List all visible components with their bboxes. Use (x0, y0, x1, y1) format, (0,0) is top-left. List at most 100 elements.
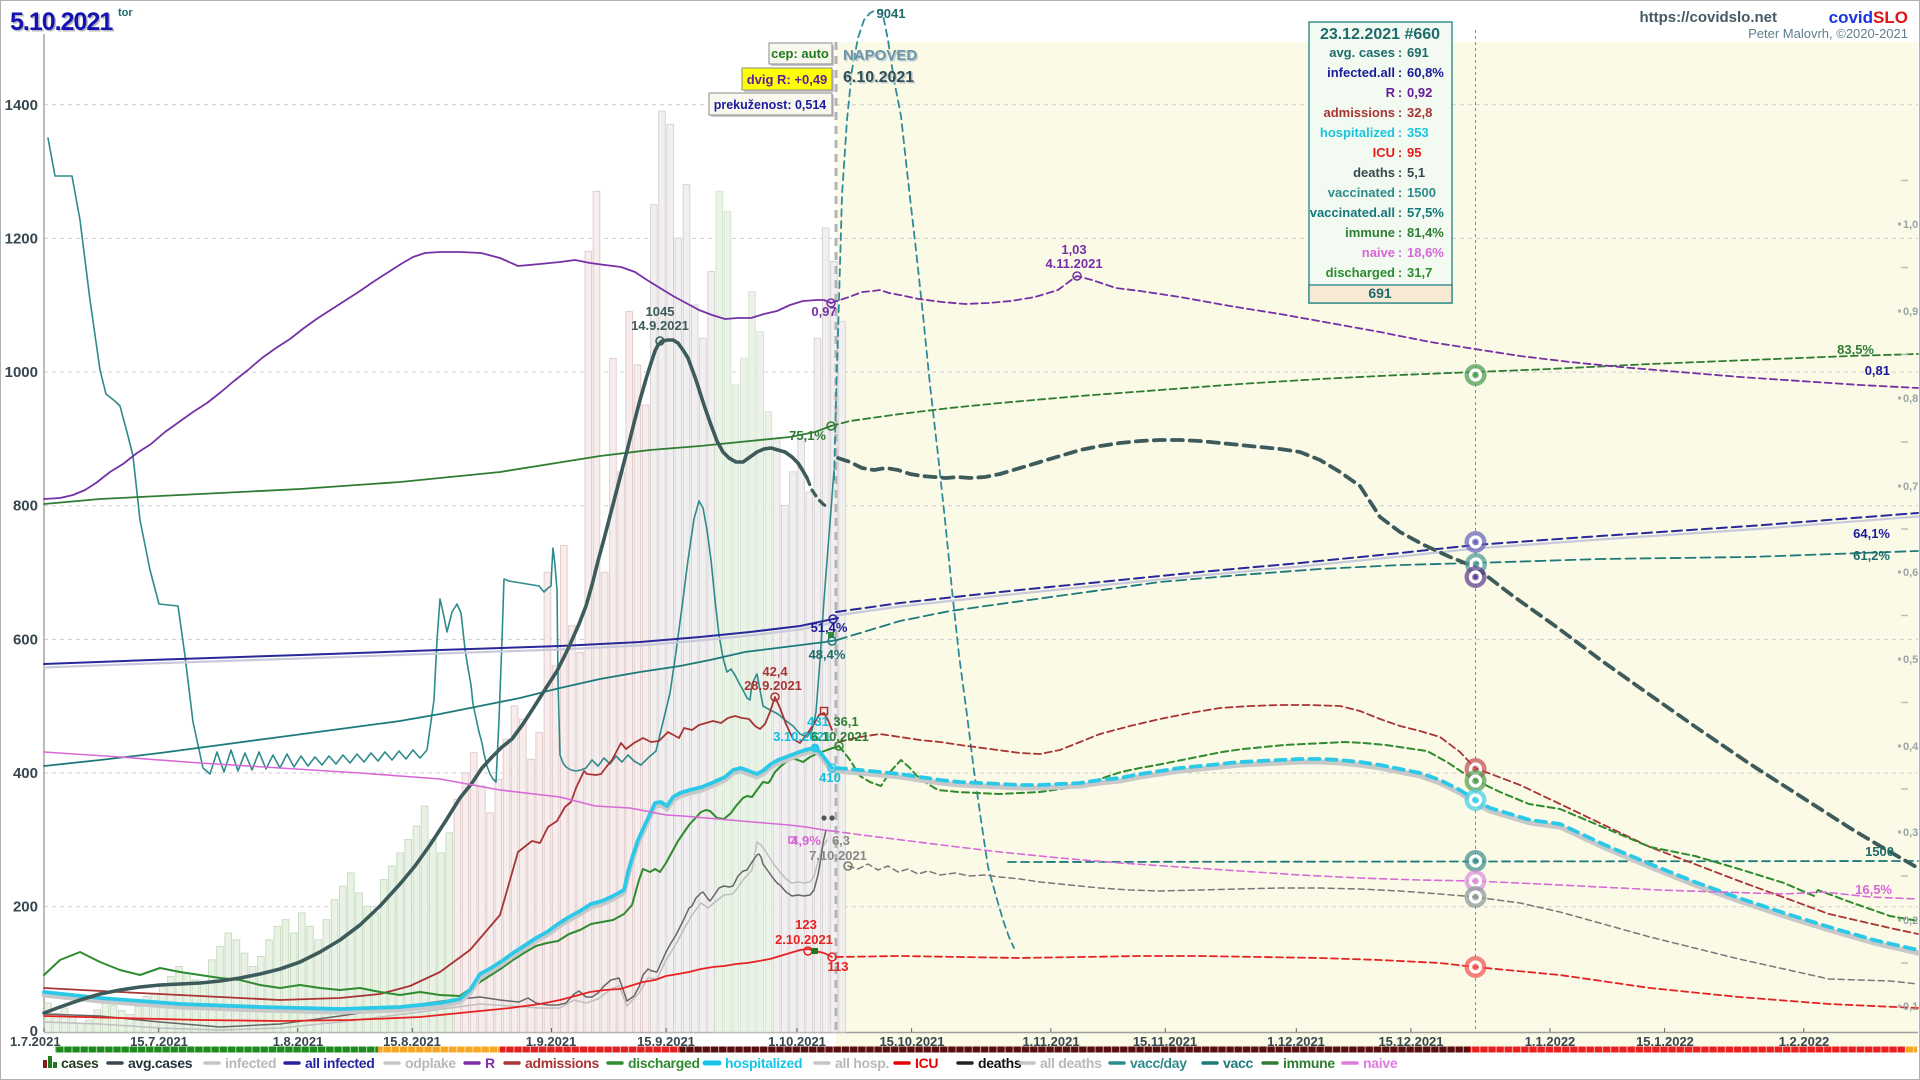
svg-text:57,5%: 57,5% (1407, 205, 1444, 220)
svg-text:vacc: vacc (1223, 1055, 1253, 1071)
svg-text:immune: immune (1345, 225, 1395, 240)
svg-text:dvig R: +0,49: dvig R: +0,49 (747, 72, 828, 87)
svg-text:NAPOVED: NAPOVED (843, 47, 917, 64)
svg-text:1500: 1500 (1865, 844, 1894, 859)
svg-text::: : (1398, 125, 1402, 140)
svg-text:61,2%: 61,2% (1853, 548, 1890, 563)
svg-text:vaccinated.all: vaccinated.all (1310, 205, 1395, 220)
svg-text:28.9.2021: 28.9.2021 (744, 678, 802, 693)
svg-text:6.10.2021: 6.10.2021 (845, 71, 916, 88)
svg-text:600: 600 (13, 631, 38, 648)
svg-text:95: 95 (1407, 145, 1421, 160)
svg-text:9041: 9041 (877, 6, 906, 21)
svg-text::: : (1398, 145, 1402, 160)
svg-text:0,8: 0,8 (1903, 393, 1918, 405)
svg-text:48,4%: 48,4% (809, 647, 846, 662)
svg-text:400: 400 (13, 765, 38, 782)
svg-text:R: R (1386, 85, 1396, 100)
svg-text:0,6: 0,6 (1903, 567, 1918, 579)
svg-text:123: 123 (795, 917, 817, 932)
svg-text::: : (1398, 45, 1402, 60)
svg-text:5.10.2021: 5.10.2021 (12, 10, 115, 38)
svg-text:14.9.2021: 14.9.2021 (631, 318, 689, 333)
svg-text:hospitalized: hospitalized (725, 1055, 802, 1071)
svg-text:1.9.2021: 1.9.2021 (526, 1034, 577, 1049)
svg-text::: : (1398, 105, 1402, 120)
svg-text:0,3: 0,3 (1903, 827, 1918, 839)
svg-text:0,7: 0,7 (1903, 481, 1918, 493)
svg-text:1400: 1400 (5, 97, 38, 114)
svg-text::: : (1398, 185, 1402, 200)
svg-text:admissions: admissions (1323, 105, 1395, 120)
svg-text:1.8.2021: 1.8.2021 (273, 1034, 324, 1049)
svg-text:0,4: 0,4 (1903, 741, 1919, 753)
svg-text:admissions: admissions (525, 1055, 600, 1071)
svg-text:431: 431 (807, 714, 829, 729)
svg-text:60,8%: 60,8% (1407, 65, 1444, 80)
svg-text:all deaths: all deaths (1040, 1055, 1102, 1071)
svg-text:4.11.2021: 4.11.2021 (1045, 256, 1102, 271)
svg-text:36,1: 36,1 (833, 714, 858, 729)
svg-text:1.11.2021: 1.11.2021 (1022, 1034, 1079, 1049)
svg-text::: : (1398, 65, 1402, 80)
svg-text:31,7: 31,7 (1407, 265, 1432, 280)
svg-text:353: 353 (1407, 125, 1429, 140)
svg-text:0,2: 0,2 (1903, 915, 1918, 927)
svg-text:1.12.2021: 1.12.2021 (1267, 1034, 1325, 1049)
svg-text:immune: immune (1283, 1055, 1335, 1071)
svg-text::: : (1398, 165, 1402, 180)
svg-text:cep: auto: cep: auto (771, 46, 829, 61)
svg-text:6.10.2021: 6.10.2021 (811, 729, 869, 744)
svg-text:naive: naive (1362, 245, 1395, 260)
svg-text:64,1%: 64,1% (1853, 526, 1890, 541)
svg-text:83,5%: 83,5% (1837, 342, 1874, 357)
svg-text:1.1.2022: 1.1.2022 (1525, 1034, 1576, 1049)
svg-text:1045: 1045 (646, 304, 675, 319)
svg-text:0,5: 0,5 (1903, 654, 1918, 666)
svg-text:Peter Malovrh, ©2020-2021: Peter Malovrh, ©2020-2021 (1748, 26, 1908, 41)
svg-text:200: 200 (13, 899, 38, 916)
svg-text:0: 0 (30, 1023, 38, 1040)
svg-text:6,3: 6,3 (832, 833, 850, 848)
svg-text:1.2.2022: 1.2.2022 (1779, 1034, 1830, 1049)
svg-text:infected.all: infected.all (1327, 65, 1395, 80)
svg-text:all infected: all infected (305, 1055, 375, 1071)
svg-text:113: 113 (828, 959, 849, 974)
svg-text:0,9: 0,9 (1903, 306, 1918, 318)
svg-text:7.10.2021: 7.10.2021 (809, 848, 867, 863)
svg-text::: : (1398, 265, 1402, 280)
svg-text:prekuženost: 0,514: prekuženost: 0,514 (714, 98, 827, 112)
svg-text:75,1%: 75,1% (789, 428, 826, 443)
svg-text:0,81: 0,81 (1865, 363, 1890, 378)
svg-text::: : (1398, 225, 1402, 240)
svg-text:410: 410 (819, 770, 841, 785)
svg-text:15.7.2021: 15.7.2021 (130, 1034, 188, 1049)
svg-text:42,4: 42,4 (762, 664, 788, 679)
svg-text:1.10.2021: 1.10.2021 (768, 1034, 826, 1049)
svg-text:15.11.2021: 15.11.2021 (1133, 1034, 1197, 1049)
svg-text:all hosp.: all hosp. (835, 1055, 889, 1071)
svg-text:vacc/day: vacc/day (1130, 1055, 1187, 1071)
svg-text:0,97: 0,97 (811, 304, 836, 319)
svg-text:691: 691 (1368, 285, 1392, 301)
svg-text:4,9%: 4,9% (791, 833, 821, 848)
svg-text:NAPOVED: NAPOVED (845, 49, 919, 66)
svg-text:cases: cases (61, 1055, 99, 1071)
svg-text:800: 800 (13, 498, 38, 515)
svg-text:15.8.2021: 15.8.2021 (383, 1034, 441, 1049)
svg-text::: : (1398, 205, 1402, 220)
svg-text:1,0: 1,0 (1903, 219, 1918, 231)
svg-text:15.12.2021: 15.12.2021 (1378, 1034, 1443, 1049)
svg-text:3.10.2021: 3.10.2021 (773, 729, 831, 744)
svg-text:6.10.2021: 6.10.2021 (843, 69, 914, 86)
svg-text:0,1: 0,1 (1903, 1001, 1918, 1013)
svg-text:32,8: 32,8 (1407, 105, 1432, 120)
svg-text:0,92: 0,92 (1407, 85, 1432, 100)
svg-text:81,4%: 81,4% (1407, 225, 1444, 240)
svg-text:vaccinated: vaccinated (1328, 185, 1395, 200)
svg-text:naive: naive (1363, 1055, 1398, 1071)
svg-text:deaths: deaths (1353, 165, 1395, 180)
svg-text:tor: tor (118, 7, 133, 19)
svg-text:https://covidslo.net: https://covidslo.net (1639, 9, 1777, 26)
svg-text:1500: 1500 (1407, 185, 1436, 200)
